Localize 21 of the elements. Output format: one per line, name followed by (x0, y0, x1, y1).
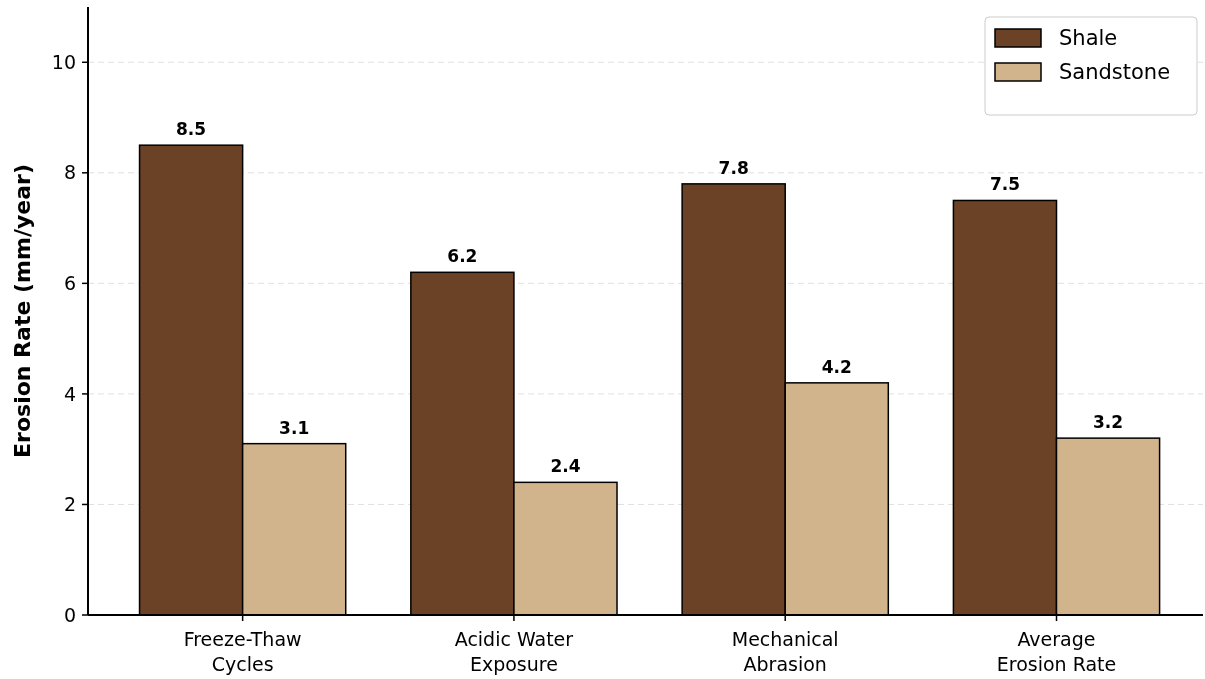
data-label: 2.4 (550, 456, 581, 477)
y-tick-label: 4 (63, 382, 76, 405)
legend-label: Shale (1059, 26, 1118, 51)
y-tick-label: 2 (63, 493, 76, 516)
y-tick-label: 6 (63, 272, 76, 295)
x-tick-label: Average Erosion Rate (996, 628, 1117, 675)
y-tick-label: 8 (63, 161, 76, 184)
y-tick-label: 10 (51, 50, 76, 73)
data-label: 8.5 (176, 119, 207, 140)
x-tick-label: Freeze-Thaw Cycles (183, 628, 302, 675)
legend-label: Sandstone (1059, 60, 1171, 85)
y-tick-label: 0 (63, 603, 76, 626)
data-label: 7.8 (718, 157, 749, 178)
data-label: 3.1 (279, 417, 310, 438)
data-label: 3.2 (1092, 412, 1124, 433)
data-label: 7.5 (989, 174, 1021, 195)
x-tick-label: Acidic Water Exposure (454, 628, 574, 675)
x-tick-label: Mechanical Abrasion (731, 628, 839, 675)
data-label: 6.2 (447, 246, 478, 267)
y-axis-title: Erosion Rate (mm/year) (10, 164, 35, 458)
data-label: 4.2 (821, 356, 852, 377)
